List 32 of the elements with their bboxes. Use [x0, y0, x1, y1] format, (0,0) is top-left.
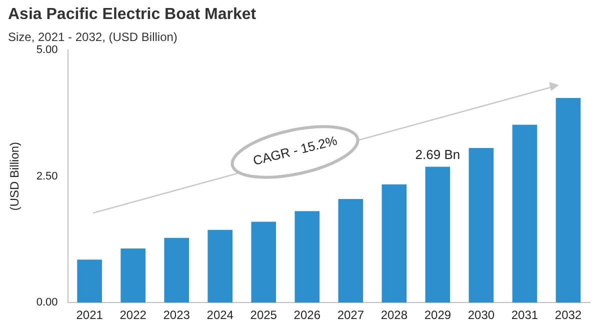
x-tick-label: 2024 [206, 308, 234, 322]
x-tick-label: 2029 [424, 308, 452, 322]
y-axis-title: (USD Billion) [8, 142, 22, 211]
bar [468, 148, 494, 303]
y-tick-label: 5.00 [36, 44, 58, 56]
x-tick-label: 2032 [554, 308, 582, 322]
y-tick-label: 0.00 [36, 296, 58, 309]
x-tick-label: 2031 [511, 308, 538, 322]
x-tick-label: 2030 [468, 308, 495, 322]
bar [164, 238, 190, 303]
bar [512, 124, 538, 303]
x-tick-label: 2021 [76, 308, 104, 322]
bar [556, 98, 581, 303]
y-tick-label: 2.50 [36, 170, 58, 182]
bar [425, 166, 450, 303]
annotation: CAGR - 15.2% [250, 132, 340, 170]
bar [120, 248, 146, 303]
annotation: 2.69 Bn [415, 146, 460, 162]
x-tick-label: 2027 [337, 308, 364, 322]
bar [294, 211, 320, 303]
chart-title: Asia Pacific Electric Boat Market [8, 6, 256, 24]
x-tick-label: 2028 [380, 308, 408, 322]
x-tick-label: 2026 [294, 308, 321, 322]
bar [251, 222, 276, 303]
chart-subtitle: Size, 2021 - 2032, (USD Billion) [8, 30, 178, 44]
x-tick-label: 2025 [250, 308, 278, 322]
bar [208, 230, 233, 303]
bar [77, 260, 102, 303]
x-tick-label: 2023 [163, 308, 190, 322]
bar [338, 199, 364, 303]
bar [382, 184, 407, 303]
x-tick-label: 2022 [120, 308, 147, 322]
